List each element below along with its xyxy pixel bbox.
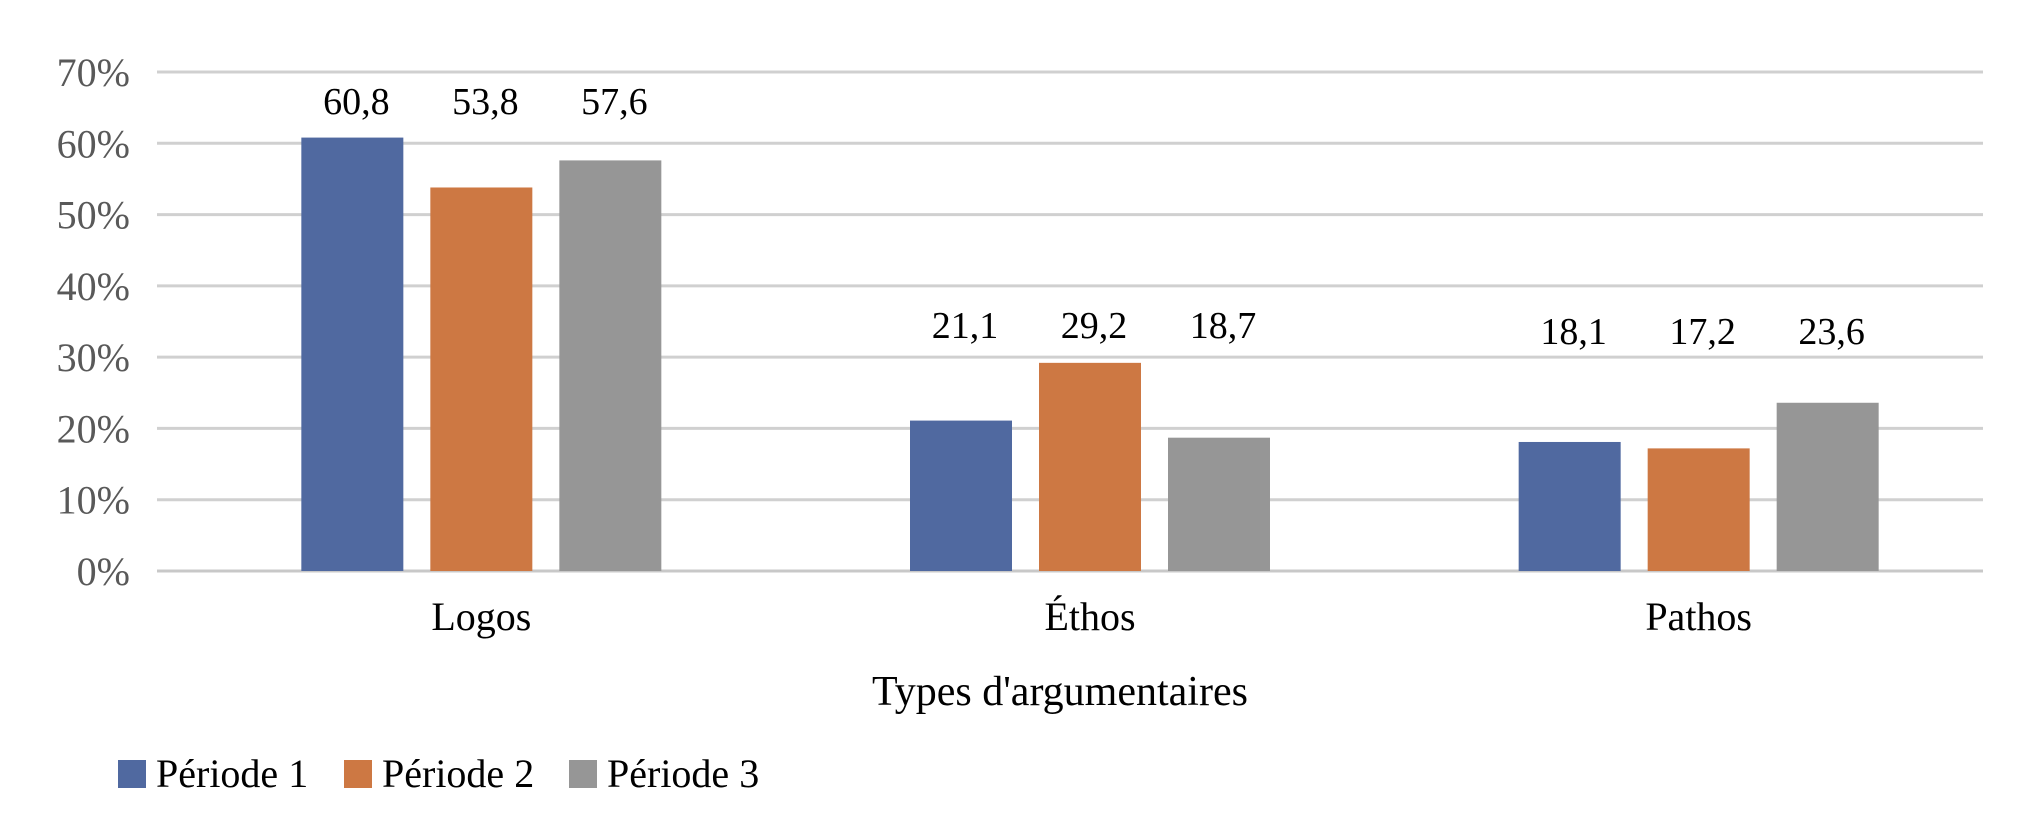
- data-label: 21,1: [932, 305, 999, 347]
- data-label: 18,1: [1540, 311, 1607, 353]
- bar: [1168, 437, 1270, 571]
- y-tick-label: 60%: [57, 121, 130, 166]
- y-tick-label: 0%: [77, 549, 130, 594]
- y-tick-label: 20%: [57, 406, 130, 451]
- y-tick-label: 70%: [57, 50, 130, 95]
- legend-label: Période 3: [607, 751, 759, 796]
- bar: [559, 160, 662, 571]
- data-label: 18,7: [1190, 305, 1257, 347]
- legend-swatch: [118, 760, 146, 788]
- bar: [1039, 362, 1141, 571]
- x-axis-categories: Logos Éthos Pathos: [431, 594, 1752, 639]
- data-label: 53,8: [452, 81, 519, 123]
- data-label: 29,2: [1061, 305, 1128, 347]
- data-label: 17,2: [1669, 311, 1736, 353]
- y-tick-label: 30%: [57, 335, 130, 380]
- y-tick-label: 50%: [57, 193, 130, 238]
- data-labels-layer: 60,8 53,8 57,6 21,1 29,2 18,7 18,1 17,2 23,6: [323, 81, 1865, 353]
- legend-swatch: [344, 760, 372, 788]
- x-category-label: Pathos: [1645, 594, 1752, 639]
- x-category-label: Logos: [431, 594, 531, 639]
- legend: Période 1 Période 2 Période 3: [118, 751, 759, 796]
- data-label: 60,8: [323, 81, 390, 123]
- y-axis-ticks: 0% 10% 20% 30% 40% 50% 60% 70%: [57, 50, 130, 594]
- bar: [1776, 402, 1879, 571]
- bar: [301, 137, 404, 571]
- legend-swatch: [569, 760, 597, 788]
- data-label: 57,6: [581, 81, 648, 123]
- bar: [430, 187, 533, 572]
- x-axis-title: Types d'argumentaires: [872, 669, 1248, 715]
- y-tick-label: 40%: [57, 264, 130, 309]
- data-label: 23,6: [1798, 311, 1865, 353]
- bar: [1518, 441, 1621, 571]
- y-tick-label: 10%: [57, 478, 130, 523]
- bar: [1647, 448, 1750, 571]
- bar: [910, 420, 1012, 571]
- bars-layer: [301, 137, 1879, 572]
- legend-label: Période 2: [382, 751, 534, 796]
- legend-label: Période 1: [156, 751, 308, 796]
- x-category-label: Éthos: [1044, 594, 1135, 639]
